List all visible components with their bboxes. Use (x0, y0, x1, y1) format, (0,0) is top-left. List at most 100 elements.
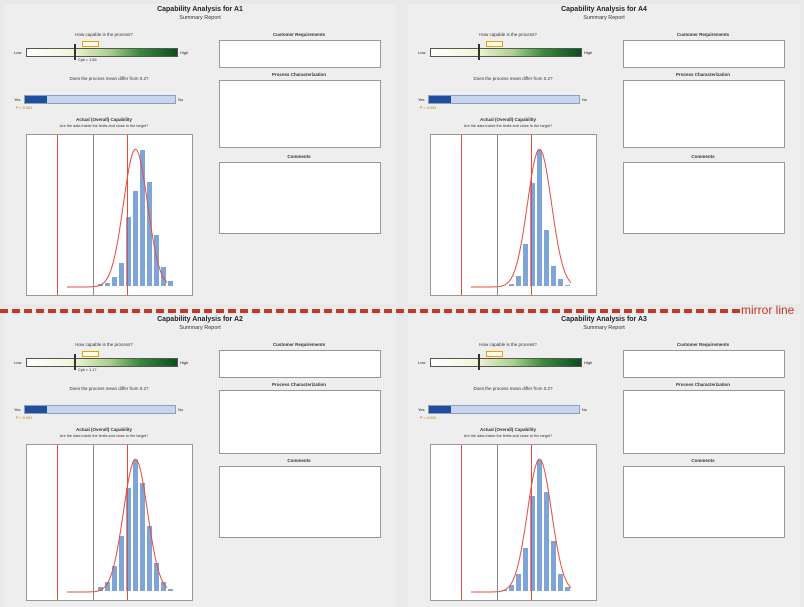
differ-question: Does the process mean differ from 0.2? (69, 386, 149, 391)
customer-requirements-title: Customer Requirements (272, 342, 326, 347)
capability-gauge (26, 48, 178, 57)
yes-label: Yes (14, 407, 21, 412)
process-characterization-box (219, 390, 381, 454)
gauge-low-label: Low (418, 50, 426, 55)
normal-fit-curve (67, 458, 168, 593)
gauge-high-label: High (180, 50, 189, 55)
process-characterization-box (623, 80, 785, 148)
histogram-bin (564, 284, 571, 287)
process-characterization-title: Process Characterization (675, 72, 731, 77)
report-title: Capability Analysis for A1 (157, 6, 243, 13)
histogram-bin (118, 535, 125, 592)
capable-question: How capable is the process? (75, 342, 133, 347)
mirror-line-label: mirror line (741, 303, 795, 317)
histogram-bin (543, 229, 550, 287)
upper-spec-line (531, 135, 532, 295)
histogram-bin (139, 149, 146, 287)
process-characterization-title: Process Characterization (271, 382, 327, 387)
histogram-bin (571, 285, 578, 287)
cpk-potential-box (82, 351, 99, 357)
comments-title: Comments (691, 458, 715, 463)
actual-capability-subtitle: Are the data inside the limits and close… (463, 434, 553, 438)
histogram-bin (160, 266, 167, 287)
histogram (430, 444, 597, 601)
gauge-high-label: High (584, 360, 593, 365)
upper-spec-line (127, 445, 128, 600)
actual-capability-subtitle: Are the data inside the limits and close… (59, 124, 149, 128)
histogram-bin (515, 275, 522, 287)
cpk-marker (74, 44, 76, 60)
differ-question: Does the process mean differ from 0.2? (473, 76, 553, 81)
process-characterization-box (623, 390, 785, 454)
target-line (497, 135, 498, 295)
normal-fit-curve (471, 148, 572, 288)
histogram-bin (111, 565, 118, 592)
lower-spec-line (461, 135, 462, 295)
histogram-bin (125, 487, 132, 592)
capability-report-panel: Capability Analysis for A2 Summary Report… (4, 314, 396, 607)
histogram-bin (564, 586, 571, 592)
histogram-bin (557, 573, 564, 592)
histogram-bin (529, 182, 536, 287)
gauge-high-label: High (584, 50, 593, 55)
customer-requirements-box (623, 350, 785, 378)
capability-report-panel: Capability Analysis for A1 Summary Report… (4, 4, 396, 304)
customer-requirements-box (219, 350, 381, 378)
differ-question: Does the process mean differ from 0.2? (473, 386, 553, 391)
histogram-bin (515, 573, 522, 592)
actual-capability-title: Actual (Overall) Capability (479, 117, 536, 122)
capability-gauge (26, 358, 178, 367)
actual-capability-subtitle: Are the data inside the limits and close… (59, 434, 149, 438)
capable-question: How capable is the process? (479, 32, 537, 37)
capable-question: How capable is the process? (75, 32, 133, 37)
histogram-bin (118, 262, 125, 287)
no-label: No (582, 97, 588, 102)
fit-curve (471, 148, 572, 288)
histogram-bin (550, 265, 557, 287)
histogram-bin (508, 584, 515, 592)
histogram-bin (125, 216, 132, 287)
cpk-value: Cpk = 1.17 (78, 368, 97, 372)
p-value: P < 0.001 (16, 416, 33, 420)
process-characterization-title: Process Characterization (675, 382, 731, 387)
gauge-low-label: Low (418, 360, 426, 365)
mean-differ-bar (24, 95, 176, 104)
histogram-bin (522, 243, 529, 287)
histogram-bin (97, 586, 104, 592)
gauge-low-label: Low (14, 360, 22, 365)
lower-spec-line (57, 445, 58, 600)
cpk-marker (74, 354, 76, 370)
cpk-potential-box (486, 41, 503, 47)
actual-capability-subtitle: Are the data inside the limits and close… (463, 124, 553, 128)
histogram-bin (153, 234, 160, 287)
customer-requirements-title: Customer Requirements (676, 32, 730, 37)
customer-requirements-box (219, 40, 381, 68)
comments-title: Comments (287, 154, 311, 159)
lower-spec-line (57, 135, 58, 295)
process-characterization-title: Process Characterization (271, 72, 327, 77)
histogram-bin (111, 276, 118, 287)
report-subtitle: Summary Report (583, 325, 625, 331)
process-characterization-box (219, 80, 381, 148)
target-line (93, 135, 94, 295)
cpk-marker (478, 44, 480, 60)
histogram-bin (571, 590, 578, 592)
histogram-bin (522, 547, 529, 592)
no-label: No (178, 97, 184, 102)
cpk-marker (478, 354, 480, 370)
report-title: Capability Analysis for A4 (561, 6, 647, 13)
gauge-high-label: High (180, 360, 189, 365)
mean-differ-bar (428, 95, 580, 104)
report-title: Capability Analysis for A2 (157, 316, 243, 323)
report-subtitle: Summary Report (179, 325, 221, 331)
p-value: P < 0.001 (420, 416, 437, 420)
fit-curve (471, 458, 572, 593)
customer-requirements-title: Customer Requirements (676, 342, 730, 347)
histogram-bin (104, 282, 111, 287)
comments-box (219, 162, 381, 234)
yes-label: Yes (418, 97, 425, 102)
actual-capability-title: Actual (Overall) Capability (479, 427, 536, 432)
lower-spec-line (461, 445, 462, 600)
normal-fit-curve (67, 148, 168, 288)
histogram-bin (167, 280, 174, 287)
